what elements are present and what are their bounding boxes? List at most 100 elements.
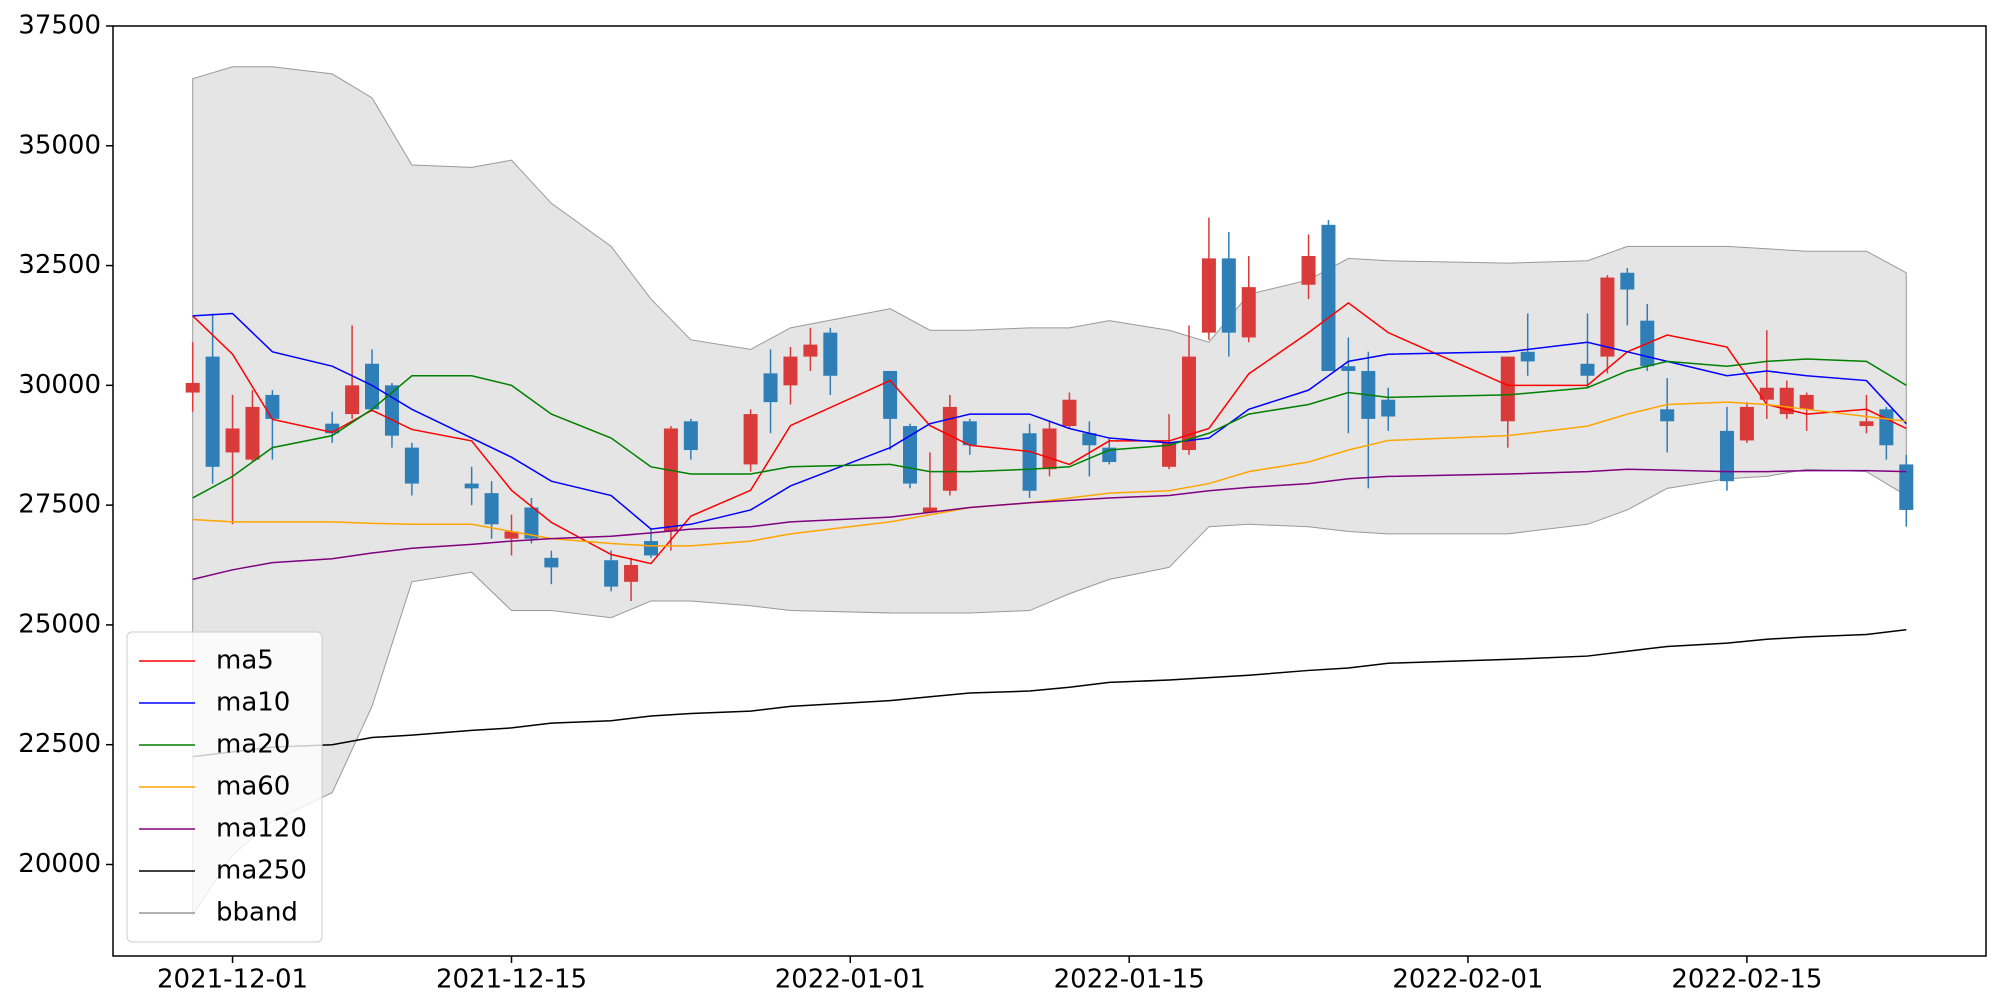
candle <box>484 481 499 539</box>
candle <box>624 557 639 601</box>
candle <box>942 394 957 496</box>
x-tick-label: 2021-12-15 <box>436 965 587 995</box>
x-tick-label: 2022-02-01 <box>1392 965 1543 995</box>
candle-body <box>763 373 778 403</box>
legend-label: ma120 <box>216 814 307 844</box>
y-tick-label: 25000 <box>18 609 101 639</box>
candle-body <box>205 356 220 467</box>
candle <box>683 418 698 460</box>
candle-body <box>1042 428 1057 470</box>
candle-body <box>1879 409 1894 446</box>
candle-body <box>743 414 758 465</box>
candle-body <box>1859 421 1874 427</box>
candle-body <box>245 406 260 460</box>
candle-body <box>1660 409 1675 422</box>
candle-body <box>1600 277 1615 357</box>
candle <box>1899 454 1914 527</box>
candle <box>1620 267 1635 326</box>
candle-body <box>484 493 499 525</box>
candle-body <box>1500 356 1515 422</box>
candle-body <box>1381 399 1396 417</box>
candle-body <box>1301 255 1316 285</box>
candle-body <box>265 394 280 419</box>
candle-body <box>1899 464 1914 510</box>
candle-body <box>1799 394 1814 410</box>
candle-body <box>1241 287 1256 338</box>
candle <box>185 342 200 412</box>
candle-body <box>962 421 977 446</box>
legend-label: ma10 <box>216 688 290 718</box>
candle-body <box>365 363 380 410</box>
candle <box>803 327 818 371</box>
candle-body <box>922 507 937 513</box>
candle <box>225 394 240 525</box>
candle <box>743 409 758 472</box>
x-tick-label: 2022-01-15 <box>1054 965 1205 995</box>
candle <box>1660 378 1675 453</box>
candle <box>1580 313 1595 388</box>
candle-body <box>1321 224 1336 371</box>
candle-body <box>325 423 340 434</box>
candle-body <box>185 382 200 393</box>
candle-body <box>1181 356 1196 451</box>
y-tick-label: 32500 <box>18 250 101 280</box>
candle-body <box>1022 433 1037 491</box>
candle <box>365 349 380 412</box>
candle <box>1181 325 1196 455</box>
x-tick-label: 2021-12-01 <box>157 965 308 995</box>
candle <box>922 452 937 513</box>
candle-body <box>404 447 419 484</box>
ma-line <box>192 302 1907 565</box>
candle <box>962 418 977 455</box>
candle-body <box>903 426 918 484</box>
candle <box>783 347 798 405</box>
bband-area <box>192 66 1907 917</box>
candle <box>384 382 399 448</box>
candle-body <box>683 421 698 451</box>
candle <box>823 327 838 395</box>
legend: ma5 ma10 ma20 ma60 ma120 ma250 bband <box>126 631 323 943</box>
candle <box>1719 406 1734 491</box>
candle-body <box>1221 258 1236 333</box>
y-tick-label: 22500 <box>18 729 101 759</box>
legend-label: ma5 <box>216 646 274 676</box>
legend-box <box>126 631 323 943</box>
candle-body <box>1520 351 1535 362</box>
candle <box>464 466 479 506</box>
candle <box>1381 387 1396 431</box>
y-tick-label: 30000 <box>18 370 101 400</box>
candle <box>1739 402 1754 443</box>
candle <box>544 550 559 585</box>
candle <box>1799 392 1814 431</box>
candle <box>1221 232 1236 357</box>
candle <box>1062 392 1077 429</box>
candle-body <box>1739 406 1754 441</box>
candle <box>1022 423 1037 498</box>
candle <box>1859 394 1874 434</box>
candle-body <box>883 370 898 419</box>
candle <box>345 325 360 419</box>
candle <box>1321 220 1336 371</box>
candle <box>1341 337 1356 434</box>
ma-line <box>192 358 1907 499</box>
candle-body <box>643 541 658 556</box>
candle <box>245 390 260 463</box>
candle <box>1520 313 1535 376</box>
candle-body <box>663 428 678 532</box>
candle-body <box>1719 430 1734 482</box>
candle <box>1301 234 1316 300</box>
candle-body <box>1162 442 1177 467</box>
candle <box>1241 255 1256 343</box>
candle-body <box>1062 399 1077 427</box>
legend-label: ma250 <box>216 856 307 886</box>
candle <box>1600 275 1615 374</box>
candle-body <box>504 531 519 539</box>
candle-body <box>544 557 559 568</box>
y-tick-label: 37500 <box>18 11 101 41</box>
candle <box>763 349 778 434</box>
candle-body <box>345 385 360 415</box>
candle <box>325 411 340 443</box>
candle <box>404 442 419 496</box>
